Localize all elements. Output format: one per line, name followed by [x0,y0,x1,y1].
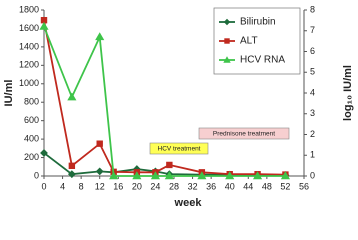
x-tick-label: 20 [132,181,142,191]
legend-label: ALT [240,36,258,47]
y-axis-label: IU/ml [3,80,15,107]
x-tick-label: 16 [113,181,123,191]
annotation-text: HCV treatment [158,146,201,153]
annotation-box [149,142,209,155]
x-tick-label: 40 [225,181,235,191]
marker [164,171,174,180]
series-line [43,152,286,176]
legend-marker [224,38,230,44]
y2-tick-label: 0 [310,170,315,180]
marker [95,167,104,176]
y2-tick-label: 1 [310,150,315,160]
y2-axis-label: log₁₀ IU/ml [342,65,354,121]
marker [68,162,76,170]
marker [132,171,142,180]
x-tick-label: 56 [299,181,309,191]
marker [95,32,105,41]
x-tick-label: 36 [206,181,216,191]
x-tick-label: 48 [262,181,272,191]
x-tick-label: 32 [188,181,198,191]
x-tick-label: 52 [280,181,290,191]
legend-marker [223,18,231,26]
x-tick-label: 4 [60,181,65,191]
marker [225,171,235,180]
y-tick-label: 800 [24,97,39,107]
legend-label: Bilirubin [240,17,276,28]
y-tick-label: 1200 [19,60,39,70]
marker [67,170,76,179]
y2-tick-label: 7 [310,25,315,35]
annotation-text: Prednisone treatment [213,131,275,138]
legend-label: HCV RNA [240,55,285,66]
annotation-box [198,127,290,140]
x-tick-label: 28 [169,181,179,191]
marker [150,171,160,180]
chart: week IU/ml log₁₀ IU/ml 02004006008001000… [3,4,354,209]
marker [166,161,173,169]
marker [109,171,119,180]
x-tick-label: 44 [243,181,253,191]
marker [280,171,290,180]
x-tick-label: 12 [95,181,105,191]
y2-tick-label: 5 [310,67,315,77]
marker [40,16,48,24]
legend-marker [223,56,231,63]
marker [96,140,103,147]
y2-tick-label: 6 [310,46,315,56]
marker [253,171,263,180]
y2-tick-label: 2 [310,129,315,139]
y-tick-label: 1600 [19,23,39,33]
y2-tick-label: 3 [310,108,315,118]
x-axis-label: week [174,197,203,209]
marker [40,149,48,157]
y2-tick-label: 8 [310,4,315,14]
y-tick-label: 600 [24,115,39,125]
y2-tick-label: 4 [310,87,315,97]
y-tick-label: 1800 [19,4,39,14]
marker [197,171,207,180]
y-tick-label: 1400 [19,41,39,51]
y-tick-label: 0 [34,170,39,180]
y-tick-label: 1000 [19,78,39,88]
x-tick-label: 0 [41,181,46,191]
marker [67,92,77,101]
marker [39,21,49,30]
y-tick-label: 200 [24,152,39,162]
x-tick-label: 24 [150,181,160,191]
x-tick-label: 8 [79,181,84,191]
y-tick-label: 400 [24,133,39,143]
